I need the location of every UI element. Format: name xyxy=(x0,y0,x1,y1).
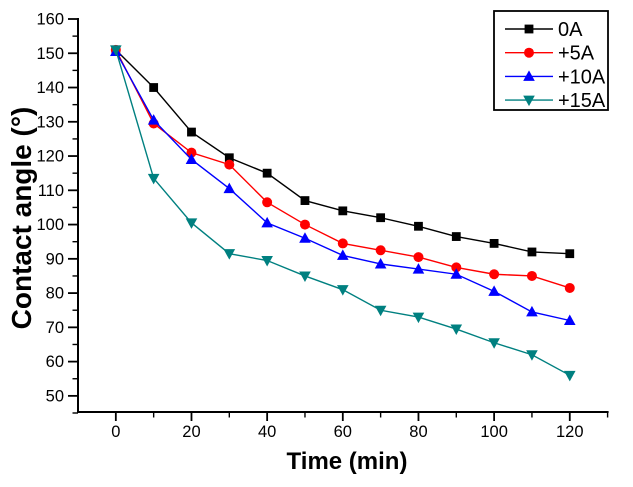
marker-triangle-up-icon xyxy=(337,249,349,260)
marker-triangle-up-icon xyxy=(299,232,311,243)
marker-triangle-down-icon xyxy=(299,271,311,282)
marker-triangle-down-icon xyxy=(488,338,500,349)
marker-square xyxy=(565,249,575,259)
marker-triangle-up-icon xyxy=(523,70,535,81)
marker-triangle-down-icon xyxy=(185,218,198,229)
y-tick-label: 100 xyxy=(36,216,64,234)
legend: 0A+5A+10A+15A xyxy=(493,10,609,112)
marker-circle xyxy=(186,147,197,158)
x-tick-label: 100 xyxy=(480,423,508,441)
marker-circle xyxy=(564,282,575,293)
marker-square xyxy=(524,24,534,34)
marker-triangle-up-icon xyxy=(223,182,236,194)
marker-triangle-down-icon xyxy=(523,95,535,107)
marker-circle xyxy=(524,47,534,58)
y-tick-label: 130 xyxy=(36,113,64,131)
marker-triangle-down-icon xyxy=(563,370,576,382)
y-tick-label: 140 xyxy=(36,79,64,97)
marker-triangle-down-icon xyxy=(337,285,349,296)
marker-square xyxy=(489,239,499,248)
legend-label: +5A xyxy=(558,43,595,65)
y-tick-label: 50 xyxy=(46,387,64,405)
marker-triangle-up-icon xyxy=(261,216,273,228)
y-tick-label: 110 xyxy=(38,182,64,200)
marker-circle xyxy=(526,270,537,281)
marker-square xyxy=(338,206,348,216)
series-+10A xyxy=(110,45,576,325)
x-tick-label: 0 xyxy=(111,423,120,441)
y-tick-label: 120 xyxy=(36,148,64,166)
x-tick-label: 120 xyxy=(556,423,584,441)
legend-label: +10A xyxy=(558,66,606,88)
marker-square xyxy=(376,213,386,223)
marker-triangle-up-icon xyxy=(185,153,198,164)
marker-circle xyxy=(413,252,424,263)
marker-square xyxy=(414,221,423,231)
marker-circle xyxy=(375,245,386,256)
marker-triangle-down-icon xyxy=(450,324,463,336)
marker-circle xyxy=(299,219,310,230)
marker-triangle-up-icon xyxy=(526,305,538,317)
legend-label: +15A xyxy=(558,90,606,112)
marker-triangle-down-icon xyxy=(261,256,273,267)
marker-circle xyxy=(224,159,235,170)
legend-label: 0A xyxy=(558,19,583,41)
marker-square xyxy=(451,232,461,241)
plot-area: 50 60 70 80 90 100 110 120 130 140 150 160 0 20 40 60 80… xyxy=(36,11,609,441)
marker-triangle-down-icon xyxy=(223,249,236,260)
marker-triangle-down-icon xyxy=(374,305,387,317)
y-tick-label: 150 xyxy=(36,45,64,63)
marker-square xyxy=(527,247,537,257)
x-tick-label: 80 xyxy=(409,423,427,441)
x-axis-title: Time (min) xyxy=(287,448,408,475)
y-axis-title: Contact angle (°) xyxy=(6,107,37,330)
x-tick-label: 60 xyxy=(334,423,352,441)
legend-box xyxy=(493,10,609,111)
marker-circle xyxy=(451,262,462,273)
legend-entry-+15A: +15A xyxy=(505,90,606,112)
x-tick-label: 20 xyxy=(182,423,200,441)
marker-circle xyxy=(489,269,500,280)
y-tick-label: 80 xyxy=(46,285,64,303)
marker-triangle-down-icon xyxy=(412,312,425,324)
marker-triangle-up-icon xyxy=(374,257,387,269)
legend-entry-0A: 0A xyxy=(505,19,583,41)
marker-triangle-down-icon xyxy=(526,350,538,361)
marker-square xyxy=(149,83,159,92)
marker-triangle-up-icon xyxy=(450,268,463,279)
marker-triangle-up-icon xyxy=(488,285,500,296)
marker-triangle-down-icon xyxy=(110,45,122,56)
marker-triangle-up-icon xyxy=(412,263,425,274)
marker-triangle-down-icon xyxy=(147,173,160,185)
marker-square xyxy=(224,153,234,163)
series-+15A xyxy=(110,45,576,382)
legend-entry-+10A: +10A xyxy=(505,66,606,88)
marker-square xyxy=(262,168,272,178)
y-tick-label: 70 xyxy=(46,319,64,337)
legend-entry-+5A: +5A xyxy=(505,43,595,65)
y-tick-label: 160 xyxy=(36,11,64,29)
marker-triangle-up-icon xyxy=(147,114,160,125)
marker-circle xyxy=(262,197,273,208)
y-tick-label: 90 xyxy=(46,250,64,268)
x-tick-label: 40 xyxy=(258,423,276,441)
marker-triangle-up-icon xyxy=(563,314,576,325)
y-tick-label: 60 xyxy=(46,353,64,371)
marker-circle xyxy=(337,238,348,249)
marker-square xyxy=(187,127,196,137)
marker-square xyxy=(300,196,310,205)
